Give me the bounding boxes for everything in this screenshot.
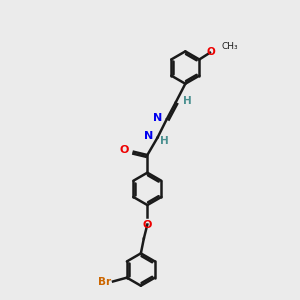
Text: N: N <box>153 113 162 124</box>
Text: H: H <box>183 95 192 106</box>
Text: N: N <box>144 131 154 141</box>
Text: Br: Br <box>98 277 112 287</box>
Text: H: H <box>160 136 169 146</box>
Text: O: O <box>143 220 152 230</box>
Text: CH₃: CH₃ <box>222 42 238 51</box>
Text: O: O <box>120 145 129 155</box>
Text: O: O <box>206 47 215 57</box>
